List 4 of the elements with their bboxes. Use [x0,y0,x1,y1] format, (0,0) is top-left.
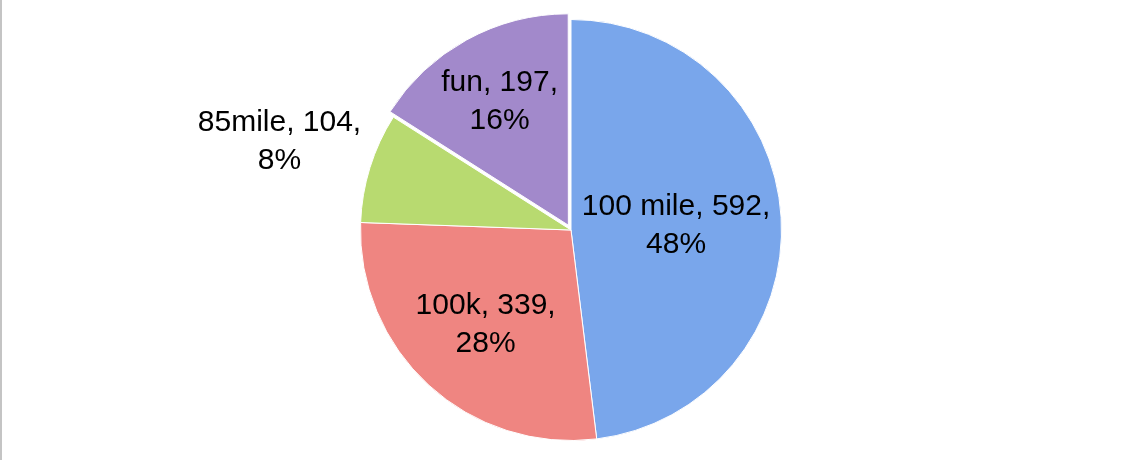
slice-label: 100k, 339, 28% [414,286,557,361]
slice-label: 100 mile, 592, 48% [580,186,772,261]
slice-label: fun, 197, 16% [440,63,559,137]
slice-label: 85mile, 104, 8% [196,102,363,177]
